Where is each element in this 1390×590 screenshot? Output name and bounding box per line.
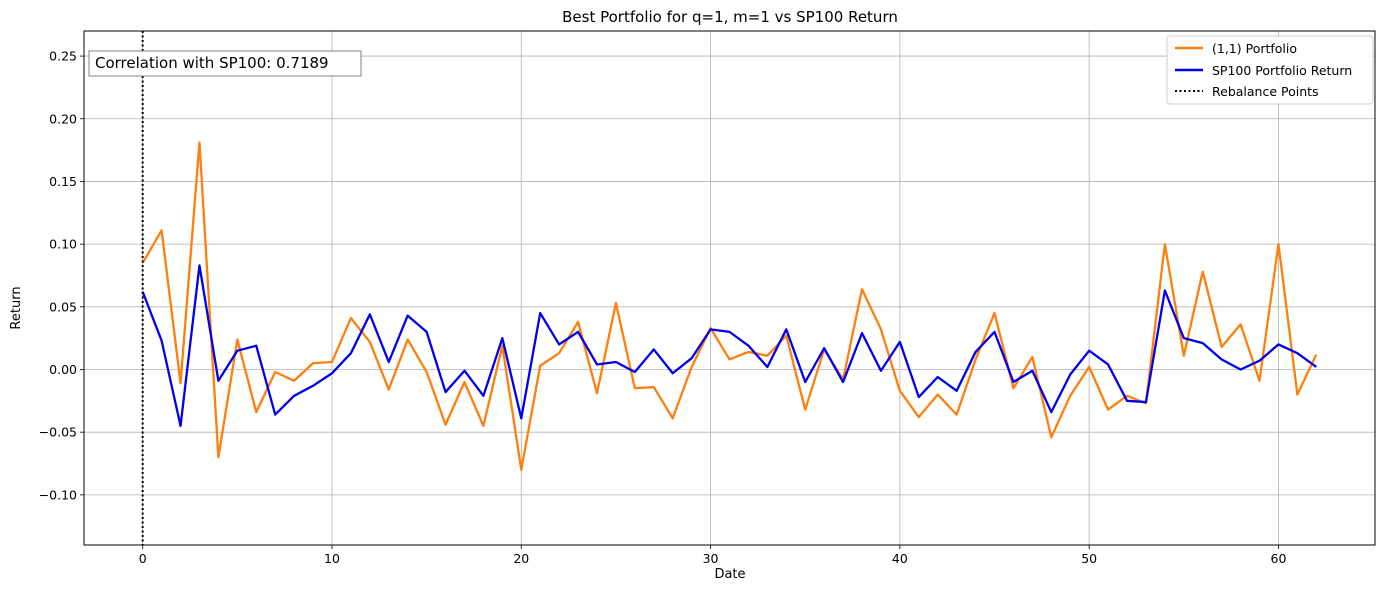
x-axis-label: Date	[714, 567, 745, 582]
sp100-line	[141, 264, 1317, 428]
x-tick-label: 10	[324, 551, 340, 566]
axis-ticks: 0 10 20 30 40 50 60 −0.10 −0.05 0.00 0.05 0.10 0.15 0…	[39, 49, 1287, 566]
plot-lines	[141, 31, 1318, 545]
y-axis-label: Return	[9, 286, 24, 329]
y-tick-label: 0.00	[49, 362, 77, 377]
x-tick-label: 20	[513, 551, 529, 566]
legend-box	[1166, 35, 1374, 105]
y-tick-label: −0.05	[39, 425, 77, 440]
legend-label-portfolio: (1,1) Portfolio	[1212, 41, 1297, 56]
legend-label-sp100: SP100 Portfolio Return	[1212, 63, 1352, 78]
plot-frame	[83, 30, 1376, 546]
x-tick-label: 40	[892, 551, 908, 566]
x-tick-label: 60	[1271, 551, 1287, 566]
y-tick-label: 0.20	[49, 111, 77, 126]
annotation-box	[88, 50, 362, 77]
legend: (1,1) Portfolio SP100 Portfolio Return R…	[1166, 35, 1374, 105]
y-tick-label: 0.10	[49, 237, 77, 252]
chart-title: Best Portfolio for q=1, m=1 vs SP100 Ret…	[562, 8, 898, 26]
portfolio-line	[141, 141, 1318, 471]
x-tick-label: 50	[1081, 551, 1097, 566]
correlation-annotation: Correlation with SP100: 0.7189	[88, 50, 362, 77]
grid	[84, 31, 1375, 545]
annotation-text: Correlation with SP100: 0.7189	[95, 54, 329, 72]
y-tick-label: 0.15	[49, 174, 77, 189]
y-tick-label: 0.25	[49, 49, 77, 64]
x-tick-label: 0	[139, 551, 147, 566]
y-tick-label: 0.05	[49, 299, 77, 314]
x-tick-label: 30	[703, 551, 719, 566]
legend-label-rebalance: Rebalance Points	[1212, 84, 1319, 99]
y-tick-label: −0.10	[39, 487, 77, 502]
